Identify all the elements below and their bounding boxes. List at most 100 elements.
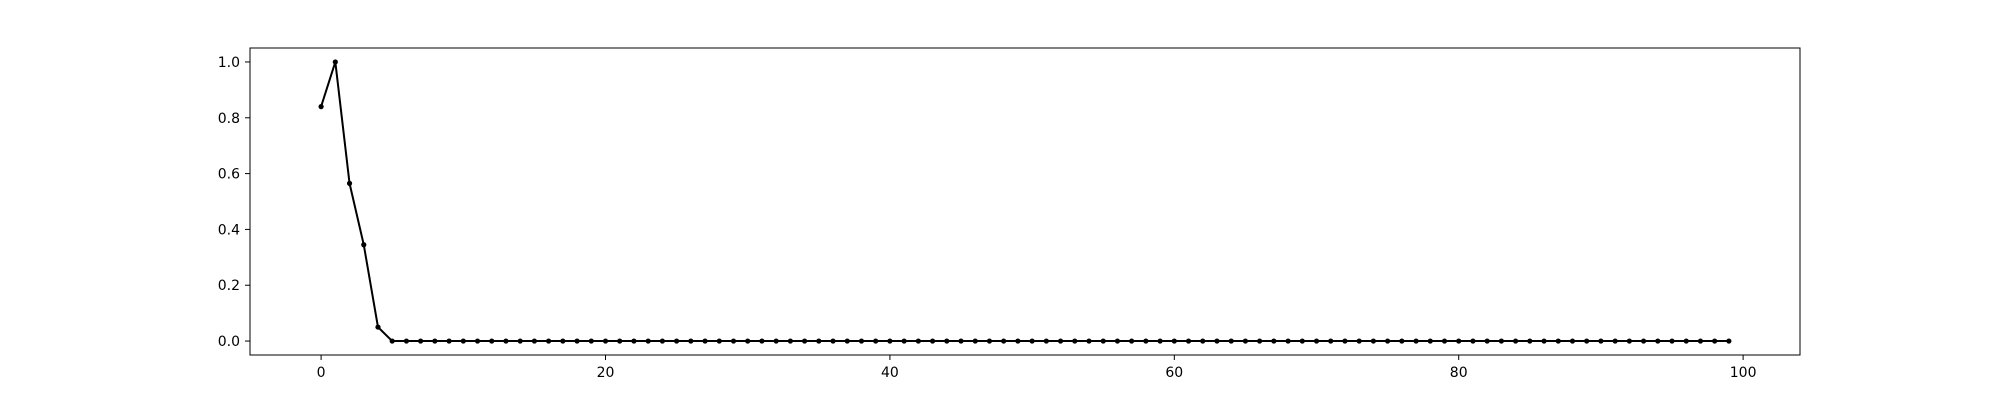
data-point — [1399, 338, 1405, 344]
data-point — [915, 338, 921, 344]
data-point — [1001, 338, 1007, 344]
data-point — [1299, 338, 1305, 344]
data-point — [830, 338, 836, 344]
data-point — [1413, 338, 1419, 344]
data-point — [1640, 338, 1647, 344]
data-point — [1726, 338, 1732, 344]
data-point — [1029, 338, 1035, 344]
data-point — [446, 338, 452, 344]
data-point — [887, 338, 893, 344]
data-point — [1669, 338, 1675, 344]
data-point — [1086, 338, 1092, 344]
data-point — [1043, 338, 1049, 344]
x-tick-label: 80 — [1450, 365, 1468, 381]
data-point — [1356, 338, 1362, 344]
data-point — [1513, 338, 1519, 344]
data-point — [1555, 338, 1561, 344]
data-point — [972, 338, 978, 344]
data-point — [318, 104, 324, 110]
data-point — [1015, 338, 1021, 344]
data-point — [489, 338, 495, 344]
data-point — [1441, 338, 1448, 344]
data-point — [702, 338, 708, 344]
y-tick-label: 0.4 — [218, 222, 240, 238]
data-point — [659, 338, 665, 344]
data-point — [873, 338, 879, 344]
data-point — [503, 338, 509, 344]
data-point — [1385, 338, 1391, 344]
data-point — [574, 338, 580, 344]
data-point — [1456, 338, 1462, 344]
chart-axes: 0 20 40 60 80 100 0.0 0.2 0.4 0.6 0.8 1.0 — [218, 47, 1801, 381]
data-point — [745, 338, 751, 344]
data-point — [1484, 338, 1490, 344]
data-point — [474, 338, 481, 344]
data-point — [1257, 338, 1263, 344]
data-point — [560, 338, 566, 344]
data-point — [1427, 338, 1433, 344]
data-point — [1342, 338, 1348, 344]
data-point — [773, 338, 779, 344]
data-point — [1200, 338, 1206, 344]
data-point — [588, 338, 594, 344]
data-point — [944, 338, 950, 344]
x-tick-label: 60 — [1165, 365, 1183, 381]
x-tick-label: 100 — [1730, 365, 1757, 381]
data-point — [929, 338, 936, 344]
data-point — [674, 338, 680, 344]
data-point — [844, 338, 850, 344]
data-point — [1143, 338, 1149, 344]
data-point — [1626, 338, 1632, 344]
data-point — [617, 338, 623, 344]
data-point — [403, 338, 410, 344]
data-point — [531, 338, 538, 344]
data-point — [716, 338, 722, 344]
data-point — [389, 338, 395, 344]
data-point — [1157, 338, 1163, 344]
data-point — [332, 59, 338, 65]
x-tick-label: 20 — [597, 365, 615, 381]
data-point — [1697, 338, 1704, 344]
data-point — [986, 338, 993, 344]
data-point — [1214, 338, 1220, 344]
data-point — [1584, 338, 1590, 344]
data-point — [787, 338, 793, 344]
data-point — [432, 338, 438, 344]
y-tick-label: 0.8 — [218, 111, 240, 127]
data-point — [1328, 338, 1334, 344]
data-point — [688, 338, 694, 344]
data-point — [375, 324, 381, 330]
data-point — [1228, 338, 1234, 344]
data-point — [1683, 338, 1689, 344]
data-point — [1612, 338, 1618, 344]
data-point — [645, 338, 651, 344]
data-point — [801, 338, 808, 344]
data-point — [1242, 338, 1249, 344]
data-point — [1072, 338, 1078, 344]
data-point — [1541, 338, 1547, 344]
data-point — [1655, 338, 1661, 344]
data-point — [1285, 338, 1291, 344]
data-point — [1598, 338, 1604, 344]
data-point — [759, 338, 765, 344]
data-point — [1171, 338, 1177, 344]
data-point — [1114, 338, 1121, 344]
data-point — [346, 180, 353, 186]
data-point — [361, 242, 367, 248]
data-point — [958, 338, 964, 344]
data-point — [602, 338, 609, 344]
data-point — [1313, 338, 1320, 344]
series-line — [320, 60, 1729, 343]
y-tick-label: 0.2 — [218, 278, 240, 294]
data-point — [460, 338, 466, 344]
y-tick-label: 0.0 — [218, 334, 240, 350]
x-tick-label: 40 — [881, 365, 899, 381]
x-tick-label: 0 — [317, 365, 326, 381]
data-point — [1271, 338, 1277, 344]
data-point — [517, 338, 523, 344]
data-point — [1057, 338, 1064, 344]
data-point — [631, 338, 637, 344]
data-point — [1569, 338, 1576, 344]
data-point — [1370, 338, 1376, 344]
